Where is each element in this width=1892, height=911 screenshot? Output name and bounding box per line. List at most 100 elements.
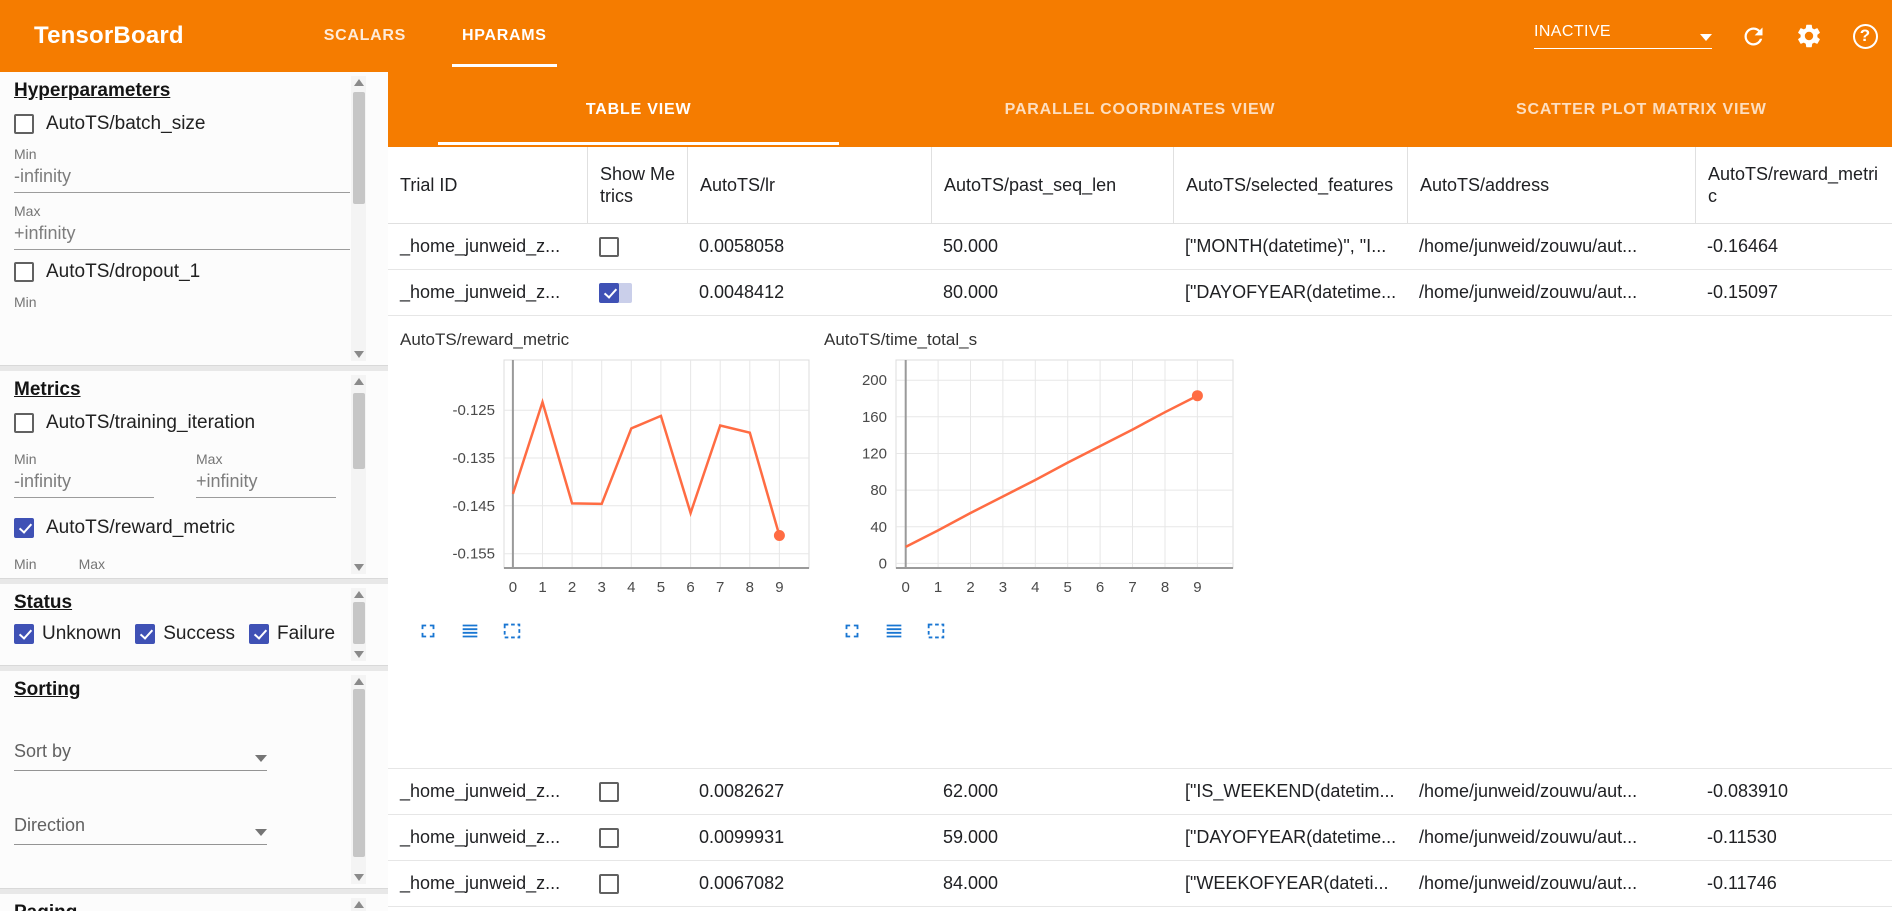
address-cell: /home/junweid/zouwu/aut... [1419, 781, 1638, 801]
hparam-item-dropout-1[interactable]: AutoTS/dropout_1 [14, 260, 348, 284]
metric-item-reward-metric[interactable]: AutoTS/reward_metric [14, 516, 348, 540]
table-rows-top: _home_junweid_z... 0.0058058 50.000 ["MONTH… [388, 224, 1892, 316]
scroll-up-icon[interactable] [353, 678, 364, 685]
fullscreen-icon[interactable] [416, 619, 440, 643]
min-field[interactable]: Min -infinity [14, 451, 154, 498]
scrollbar[interactable] [351, 675, 366, 884]
min-label: Min [14, 294, 37, 310]
svg-text:40: 40 [870, 519, 887, 536]
reload-status-dropdown[interactable]: INACTIVE [1534, 23, 1712, 49]
tab-scalars[interactable]: SCALARS [323, 27, 407, 44]
scroll-down-icon[interactable] [353, 351, 364, 358]
scrollbar-thumb[interactable] [352, 92, 365, 204]
fullscreen-icon[interactable] [840, 619, 864, 643]
show-metrics-checkbox[interactable] [599, 282, 619, 303]
scrollbar[interactable] [351, 898, 366, 911]
max-input[interactable]: +infinity [196, 471, 336, 498]
column-header-show-metrics: Show Metrics [587, 147, 687, 223]
status-label: Failure [277, 623, 336, 644]
batch-size-max-field[interactable]: Max +infinity [14, 203, 350, 250]
min-input[interactable]: -infinity [14, 471, 154, 498]
chevron-down-icon [1700, 34, 1712, 41]
scroll-up-icon[interactable] [353, 901, 364, 908]
reward-metric-cell: -0.15097 [1707, 282, 1779, 302]
show-metrics-checkbox[interactable] [599, 781, 619, 802]
status-item-running[interactable]: Running [14, 664, 113, 665]
show-metrics-checkbox[interactable] [599, 236, 619, 257]
show-metrics-checkbox[interactable] [599, 873, 619, 894]
scroll-up-icon[interactable] [353, 591, 364, 598]
svg-text:0: 0 [509, 579, 517, 596]
table-row[interactable]: _home_junweid_z... 0.0058058 50.000 ["MONTH… [388, 224, 1892, 270]
unknown-checkbox[interactable] [14, 624, 34, 644]
min-field[interactable]: Min [14, 556, 37, 576]
marquee-select-icon[interactable] [924, 619, 948, 643]
scrollbar-thumb[interactable] [352, 393, 365, 469]
hparam-item-batch-size[interactable]: AutoTS/batch_size [14, 112, 348, 136]
min-label: Min [14, 556, 37, 572]
marquee-select-icon[interactable] [500, 619, 524, 643]
min-input[interactable]: -infinity [14, 166, 350, 193]
show-metrics-cell [587, 781, 687, 802]
table-row[interactable]: _home_junweid_z... 0.0099931 59.000 ["DAYOF… [388, 815, 1892, 861]
scrollbar-thumb[interactable] [352, 602, 365, 644]
show-metrics-cell [587, 236, 687, 257]
tab-table-view[interactable]: TABLE VIEW [388, 72, 889, 147]
batch-size-min-field[interactable]: Min -infinity [14, 146, 350, 193]
past-seq-len-cell: 59.000 [943, 827, 999, 847]
direction-dropdown[interactable]: Direction [14, 815, 267, 845]
table-row[interactable]: _home_junweid_z... 0.0067082 84.000 ["WEEKO… [388, 861, 1892, 907]
scrollbar[interactable] [351, 76, 366, 361]
table-row[interactable]: _home_junweid_z... 0.0082627 62.000 ["IS_WE… [388, 769, 1892, 815]
batch-size-checkbox[interactable] [14, 114, 34, 134]
scroll-down-icon[interactable] [353, 874, 364, 881]
status-item-failure[interactable]: Failure [249, 622, 335, 646]
dropout-1-min-field[interactable]: Min [14, 294, 348, 310]
svg-text:2: 2 [568, 579, 576, 596]
settings-button[interactable] [1794, 21, 1824, 51]
scroll-up-icon[interactable] [353, 378, 364, 385]
lines-icon[interactable] [458, 619, 482, 643]
reward-metric-chart-block: AutoTS/reward_metric -0.155 -0.145 -0.135-… [398, 328, 818, 643]
max-input[interactable]: +infinity [14, 223, 350, 250]
scroll-up-icon[interactable] [353, 79, 364, 86]
max-field[interactable]: Max [79, 556, 105, 576]
trial-id-cell: _home_junweid_z... [400, 236, 561, 256]
paging-title: Paging [14, 902, 348, 911]
lr-cell: 0.0067082 [699, 873, 785, 893]
max-field[interactable]: Max +infinity [196, 451, 336, 498]
scrollbar[interactable] [351, 375, 366, 574]
dropout-1-checkbox[interactable] [14, 262, 34, 282]
hyperparameters-panel: Hyperparameters AutoTS/batch_size Min -i… [0, 72, 388, 366]
failure-checkbox[interactable] [249, 624, 270, 644]
success-checkbox[interactable] [135, 624, 156, 644]
scroll-down-icon[interactable] [353, 651, 364, 658]
status-item-unknown[interactable]: Unknown [14, 622, 121, 646]
reward-metric-checkbox[interactable] [14, 518, 34, 538]
tab-scatter-plot-matrix-view[interactable]: SCATTER PLOT MATRIX VIEW [1516, 100, 1767, 118]
scrollbar-thumb[interactable] [352, 689, 365, 857]
trial-id-cell: _home_junweid_z... [400, 827, 561, 847]
svg-text:-0.125: -0.125 [452, 402, 495, 419]
sort-by-dropdown[interactable]: Sort by [14, 741, 267, 771]
selected-features-cell: ["IS_WEEKEND(datetim... [1185, 781, 1395, 801]
tab-parallel-coordinates-view[interactable]: PARALLEL COORDINATES VIEW [1004, 100, 1276, 118]
table-row[interactable]: _home_junweid_z... 0.0048412 80.000 ["DAYOF… [388, 270, 1892, 316]
status-item-success[interactable]: Success [135, 622, 235, 646]
tab-hparams[interactable]: HPARAMS [434, 0, 575, 72]
svg-text:200: 200 [862, 372, 887, 389]
training-iteration-checkbox[interactable] [14, 413, 34, 433]
svg-text:4: 4 [627, 579, 635, 596]
show-metrics-checkbox[interactable] [599, 827, 619, 848]
selected-features-cell: ["WEEKOFYEAR(dateti... [1185, 873, 1389, 893]
time-total-chart: 0 40 80 120 160 200 0 1 2 3 4 5 6 7 8 9 [862, 359, 1234, 596]
scroll-down-icon[interactable] [353, 564, 364, 571]
lines-icon[interactable] [882, 619, 906, 643]
help-button[interactable]: ? [1850, 21, 1880, 51]
svg-text:1: 1 [934, 579, 942, 596]
scrollbar[interactable] [351, 588, 366, 661]
metric-item-training-iteration[interactable]: AutoTS/training_iteration [14, 411, 348, 435]
selected-features-cell: ["DAYOFYEAR(datetime... [1185, 827, 1397, 847]
refresh-button[interactable] [1738, 21, 1768, 51]
svg-text:5: 5 [657, 579, 665, 596]
